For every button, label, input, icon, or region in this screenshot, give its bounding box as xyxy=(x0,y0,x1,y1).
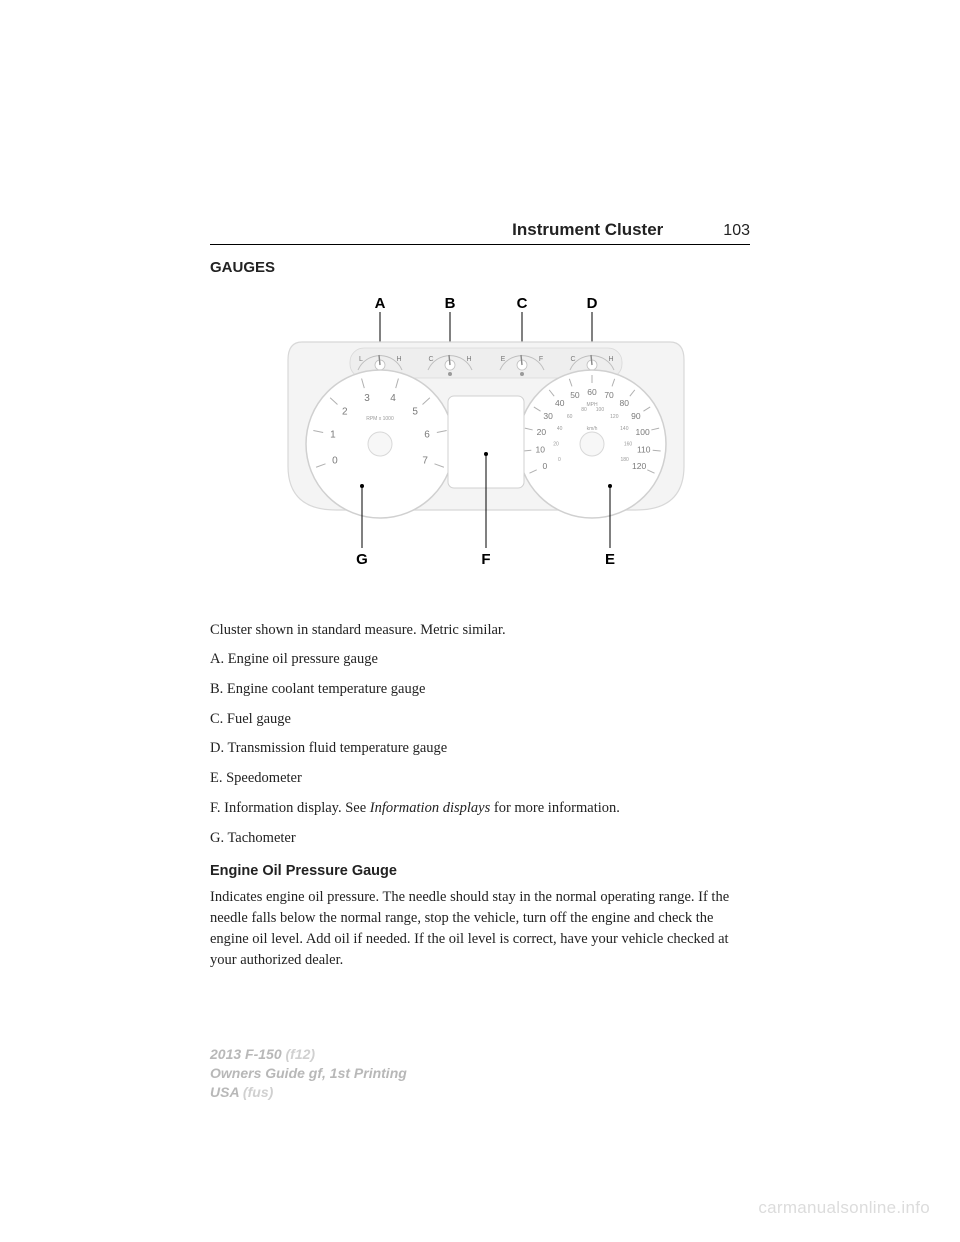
gauge-legend-list: A. Engine oil pressure gauge B. Engine co… xyxy=(210,649,750,849)
svg-text:160: 160 xyxy=(624,442,633,448)
svg-text:110: 110 xyxy=(637,444,651,454)
instrument-cluster-diagram: ABCDLHCHEFCHRPM x 100001234567MPHkm/h010… xyxy=(250,286,710,586)
gauge-legend-item: B. Engine coolant temperature gauge xyxy=(210,679,750,701)
svg-text:30: 30 xyxy=(543,411,553,421)
gauge-legend-item: E. Speedometer xyxy=(210,768,750,790)
svg-text:90: 90 xyxy=(631,411,641,421)
footer-region: USA xyxy=(210,1084,239,1100)
svg-text:120: 120 xyxy=(632,461,646,471)
svg-text:E: E xyxy=(501,356,506,363)
section-heading: GAUGES xyxy=(210,259,750,276)
svg-text:120: 120 xyxy=(610,414,619,420)
svg-text:H: H xyxy=(466,356,471,363)
gauge-legend-item: A. Engine oil pressure gauge xyxy=(210,649,750,671)
svg-text:140: 140 xyxy=(620,426,629,432)
svg-text:100: 100 xyxy=(636,427,650,437)
svg-text:6: 6 xyxy=(424,429,430,440)
svg-text:40: 40 xyxy=(555,398,565,408)
svg-text:60: 60 xyxy=(587,387,597,397)
svg-text:E: E xyxy=(605,551,615,568)
svg-text:D: D xyxy=(587,295,598,312)
svg-text:20: 20 xyxy=(537,427,547,437)
svg-text:F: F xyxy=(539,356,543,363)
svg-text:70: 70 xyxy=(604,390,614,400)
svg-text:L: L xyxy=(359,356,363,363)
header-title: Instrument Cluster xyxy=(512,220,663,240)
gauge-legend-item: F. Information display. See Information … xyxy=(210,798,750,820)
footer-line-2: Owners Guide gf, 1st Printing xyxy=(210,1064,407,1083)
svg-text:0: 0 xyxy=(558,457,561,463)
intro-text: Cluster shown in standard measure. Metri… xyxy=(210,620,750,641)
svg-text:80: 80 xyxy=(581,407,587,413)
subsection-heading: Engine Oil Pressure Gauge xyxy=(210,863,750,879)
svg-text:0: 0 xyxy=(543,461,548,471)
subsection-body: Indicates engine oil pressure. The needl… xyxy=(210,887,750,971)
svg-text:RPM x 1000: RPM x 1000 xyxy=(366,416,394,422)
svg-text:1: 1 xyxy=(330,429,336,440)
svg-text:H: H xyxy=(608,356,613,363)
svg-text:50: 50 xyxy=(570,390,580,400)
svg-text:20: 20 xyxy=(553,442,559,448)
svg-text:C: C xyxy=(428,356,433,363)
svg-text:km/h: km/h xyxy=(587,426,598,432)
svg-text:H: H xyxy=(396,356,401,363)
svg-text:B: B xyxy=(445,295,456,312)
page-number: 103 xyxy=(723,222,750,240)
watermark: carmanualsonline.info xyxy=(758,1198,930,1218)
footer-line-3: USA (fus) xyxy=(210,1083,407,1102)
svg-text:60: 60 xyxy=(567,414,573,420)
manual-page: Instrument Cluster 103 GAUGES ABCDLHCHEF… xyxy=(0,0,960,1242)
footer-code-2: (fus) xyxy=(239,1084,273,1100)
svg-text:100: 100 xyxy=(596,407,605,413)
page-header: Instrument Cluster 103 xyxy=(210,220,750,245)
svg-text:4: 4 xyxy=(390,393,396,404)
svg-text:C: C xyxy=(570,356,575,363)
footer-block: 2013 F-150 (f12) Owners Guide gf, 1st Pr… xyxy=(210,1045,407,1102)
footer-model: 2013 F-150 xyxy=(210,1046,282,1062)
svg-text:7: 7 xyxy=(422,455,428,466)
svg-text:40: 40 xyxy=(557,426,563,432)
svg-text:80: 80 xyxy=(620,398,630,408)
gauge-legend-item: G. Tachometer xyxy=(210,828,750,850)
footer-line-1: 2013 F-150 (f12) xyxy=(210,1045,407,1064)
gauge-legend-item: C. Fuel gauge xyxy=(210,709,750,731)
svg-text:10: 10 xyxy=(536,444,546,454)
footer-code-1: (f12) xyxy=(282,1046,315,1062)
svg-text:180: 180 xyxy=(620,457,629,463)
svg-text:5: 5 xyxy=(412,406,418,417)
svg-text:C: C xyxy=(517,295,528,312)
svg-text:F: F xyxy=(481,551,490,568)
svg-text:3: 3 xyxy=(364,393,370,404)
diagram-container: ABCDLHCHEFCHRPM x 100001234567MPHkm/h010… xyxy=(210,286,750,586)
svg-text:0: 0 xyxy=(332,455,338,466)
svg-text:A: A xyxy=(375,295,386,312)
gauge-legend-item: D. Transmission fluid temperature gauge xyxy=(210,738,750,760)
svg-text:2: 2 xyxy=(342,406,348,417)
svg-text:G: G xyxy=(356,551,368,568)
